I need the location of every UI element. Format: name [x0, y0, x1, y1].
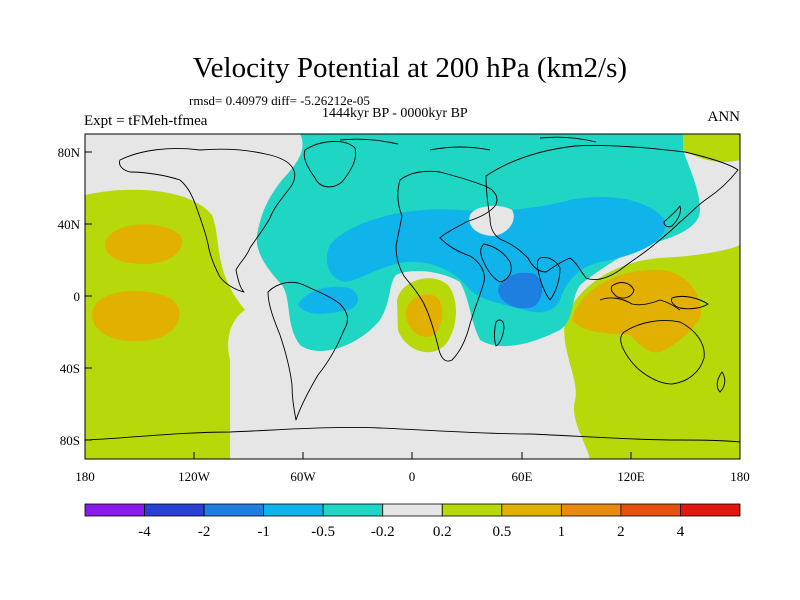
coast-europe-africa: [395, 170, 498, 362]
coast-new-guinea: [671, 295, 709, 310]
experiment-label: Expt = tFMeh-tfmea: [84, 113, 208, 129]
contour-fill-layer: [85, 134, 740, 459]
colorbar-label-9: 4: [677, 524, 685, 540]
field-eastafrica-min: [498, 272, 543, 309]
colorbar-label-2: -1: [257, 524, 270, 540]
coast-greenland: [303, 141, 357, 188]
colorbar-labels: -4 -2 -1 -0.5 -0.2 0.2 0.5 1 2 4: [138, 524, 684, 540]
coast-antarctica: [85, 427, 740, 443]
lon-label-0: 0: [409, 469, 416, 484]
lon-label-120e: 120E: [617, 469, 645, 484]
lat-label-0: 0: [74, 289, 81, 304]
coast-arabia: [480, 243, 512, 283]
colorbar: [84, 503, 741, 517]
period-label: 1444kyr BP - 0000kyr BP: [322, 106, 468, 121]
map-title: Velocity Potential at 200 hPa (km2/s): [192, 52, 628, 84]
coast-south-america: [267, 281, 348, 421]
coast-arctic: [339, 136, 597, 151]
colorbar-swatch-2: [203, 503, 265, 517]
colorbar-swatch-4: [322, 503, 384, 517]
lon-label-60w: 60W: [290, 469, 316, 484]
colorbar-swatch-7: [501, 503, 562, 517]
coast-new-zealand: [716, 371, 726, 393]
colorbar-swatch-9: [620, 503, 681, 517]
lat-label-80n: 80N: [58, 145, 81, 160]
colorbar-label-7: 1: [558, 524, 566, 540]
colorbar-label-5: 0.2: [433, 524, 452, 540]
coast-asia: [485, 145, 739, 281]
coast-india: [536, 257, 561, 301]
colorbar-swatch-3: [263, 503, 324, 517]
coast-indonesia: [599, 297, 681, 311]
colorbar-swatch-10: [680, 503, 741, 517]
lon-label-180w: 180: [75, 469, 95, 484]
lon-label-60e: 60E: [512, 469, 533, 484]
colorbar-label-3: -0.5: [311, 524, 335, 540]
lon-ticks: [84, 452, 741, 459]
colorbar-swatch-1: [144, 503, 205, 517]
lat-ticks: [85, 151, 92, 441]
rmsd-diff-label: rmsd= 0.40979 diff= -5.26212e-05: [189, 93, 370, 108]
colorbar-label-8: 2: [617, 524, 625, 540]
lon-label-120w: 120W: [178, 469, 211, 484]
coast-borneo: [610, 282, 635, 299]
coast-madagascar: [494, 319, 505, 347]
field-pacific-max-north: [104, 224, 182, 265]
field-maritime-max: [572, 269, 701, 353]
colorbar-swatch-5: [382, 503, 443, 517]
colorbar-label-0: -4: [138, 524, 151, 540]
colorbar-swatch-6: [441, 503, 503, 517]
colorbar-label-4: -0.2: [371, 524, 395, 540]
lat-label-80s: 80S: [60, 433, 80, 448]
colorbar-swatch-8: [560, 503, 622, 517]
colorbar-label-1: -2: [198, 524, 211, 540]
coastlines: [85, 136, 740, 443]
lat-label-40n: 40N: [58, 217, 81, 232]
field-africa-max: [406, 294, 443, 337]
lat-label-40s: 40S: [60, 361, 80, 376]
season-label: ANN: [707, 109, 741, 125]
coast-australia: [620, 320, 705, 385]
colorbar-label-6: 0.5: [492, 524, 511, 540]
field-asia-negative: [326, 196, 666, 313]
colorbar-swatch-0: [84, 503, 145, 517]
field-caspian-neutral: [469, 205, 514, 236]
lon-label-180e: 180: [730, 469, 750, 484]
coast-north-america: [119, 148, 296, 293]
coast-japan: [663, 205, 681, 228]
field-pacific-max-south: [92, 291, 180, 342]
